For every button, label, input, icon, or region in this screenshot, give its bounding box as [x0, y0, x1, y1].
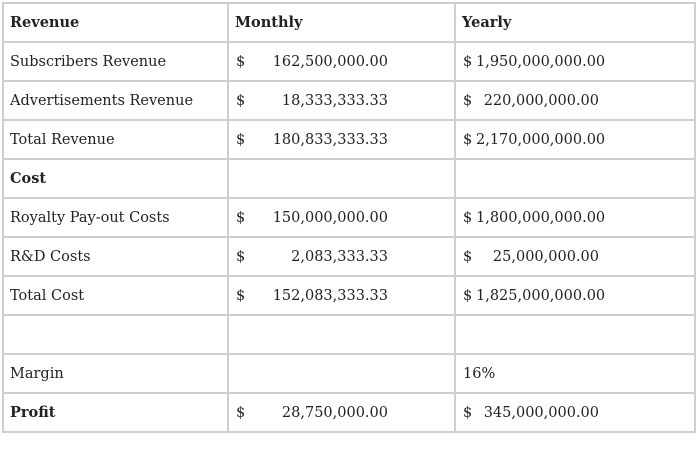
- monthly-cell[interactable]: $ 28,750,000.00: [227, 392, 456, 433]
- row-label[interactable]: Total Revenue: [2, 119, 229, 160]
- currency-symbol: $: [463, 53, 473, 70]
- yearly-amount: 25,000,000.00: [492, 248, 599, 265]
- monthly-cell[interactable]: [227, 314, 456, 355]
- yearly-cell[interactable]: $ 345,000,000.00: [454, 392, 696, 433]
- yearly-cell[interactable]: $ 220,000,000.00: [454, 80, 696, 121]
- currency-symbol: $: [463, 209, 473, 226]
- monthly-cell[interactable]: $ 150,000,000.00: [227, 197, 456, 238]
- yearly-amount: 345,000,000.00: [483, 404, 599, 421]
- table-row: Total Revenue $ 180,833,333.33 $ 2,170,0…: [2, 119, 696, 160]
- yearly-amount: 220,000,000.00: [483, 92, 599, 109]
- yearly-cell[interactable]: $ 25,000,000.00: [454, 236, 696, 277]
- row-label[interactable]: R&D Costs: [2, 236, 229, 277]
- monthly-cell[interactable]: $ 152,083,333.33: [227, 275, 456, 316]
- currency-symbol: $: [236, 248, 246, 265]
- monthly-amount: 162,500,000.00: [272, 53, 388, 70]
- table-row: Profit $ 28,750,000.00 $ 345,000,000.00: [2, 392, 696, 433]
- currency-symbol: $: [463, 404, 473, 421]
- row-label[interactable]: Advertisements Revenue: [2, 80, 229, 121]
- monthly-amount: 180,833,333.33: [272, 131, 388, 148]
- monthly-cell[interactable]: $ 180,833,333.33: [227, 119, 456, 160]
- monthly-cell[interactable]: [227, 353, 456, 394]
- currency-symbol: $: [236, 131, 246, 148]
- margin-value: 16%: [463, 365, 496, 382]
- table-row: Margin 16%: [2, 353, 696, 394]
- header-monthly[interactable]: Monthly: [227, 2, 456, 43]
- row-label-profit[interactable]: Profit: [2, 392, 229, 433]
- monthly-cell[interactable]: $ 162,500,000.00: [227, 41, 456, 82]
- yearly-cell[interactable]: [454, 314, 696, 355]
- table-row: Subscribers Revenue $ 162,500,000.00 $ 1…: [2, 41, 696, 82]
- yearly-cell[interactable]: $ 1,950,000,000.00: [454, 41, 696, 82]
- row-label[interactable]: Total Cost: [2, 275, 229, 316]
- header-row: Revenue Monthly Yearly: [2, 2, 696, 43]
- currency-symbol: $: [463, 248, 473, 265]
- monthly-amount: 150,000,000.00: [272, 209, 388, 226]
- currency-symbol: $: [236, 53, 246, 70]
- table-row: Cost: [2, 158, 696, 199]
- yearly-cell[interactable]: [454, 158, 696, 199]
- row-label[interactable]: Royalty Pay-out Costs: [2, 197, 229, 238]
- header-revenue[interactable]: Revenue: [2, 2, 229, 43]
- currency-symbol: $: [236, 209, 246, 226]
- currency-symbol: $: [463, 287, 473, 304]
- yearly-amount: 1,800,000,000.00: [476, 209, 606, 226]
- yearly-amount: 2,170,000,000.00: [476, 131, 606, 148]
- table-row: R&D Costs $ 2,083,333.33 $ 25,000,000.00: [2, 236, 696, 277]
- monthly-amount: 18,333,333.33: [281, 92, 388, 109]
- header-yearly[interactable]: Yearly: [454, 2, 696, 43]
- monthly-cell[interactable]: $ 18,333,333.33: [227, 80, 456, 121]
- monthly-cell[interactable]: $ 2,083,333.33: [227, 236, 456, 277]
- currency-symbol: $: [463, 92, 473, 109]
- row-label[interactable]: Subscribers Revenue: [2, 41, 229, 82]
- yearly-cell[interactable]: $ 2,170,000,000.00: [454, 119, 696, 160]
- financial-table: Revenue Monthly Yearly Subscribers Reven…: [2, 2, 696, 433]
- row-label[interactable]: [2, 314, 229, 355]
- table-row: Advertisements Revenue $ 18,333,333.33 $…: [2, 80, 696, 121]
- currency-symbol: $: [236, 404, 246, 421]
- yearly-amount: 1,825,000,000.00: [476, 287, 606, 304]
- table-row-empty: [2, 314, 696, 355]
- monthly-cell[interactable]: [227, 158, 456, 199]
- section-label-cost[interactable]: Cost: [2, 158, 229, 199]
- monthly-amount: 152,083,333.33: [272, 287, 388, 304]
- row-label[interactable]: Margin: [2, 353, 229, 394]
- currency-symbol: $: [463, 131, 473, 148]
- table-row: Total Cost $ 152,083,333.33 $ 1,825,000,…: [2, 275, 696, 316]
- yearly-cell[interactable]: $ 1,800,000,000.00: [454, 197, 696, 238]
- table-row: Royalty Pay-out Costs $ 150,000,000.00 $…: [2, 197, 696, 238]
- yearly-cell[interactable]: $ 1,825,000,000.00: [454, 275, 696, 316]
- currency-symbol: $: [236, 92, 246, 109]
- yearly-cell[interactable]: 16%: [454, 353, 696, 394]
- monthly-amount: 2,083,333.33: [291, 248, 388, 265]
- currency-symbol: $: [236, 287, 246, 304]
- monthly-amount: 28,750,000.00: [281, 404, 388, 421]
- yearly-amount: 1,950,000,000.00: [476, 53, 606, 70]
